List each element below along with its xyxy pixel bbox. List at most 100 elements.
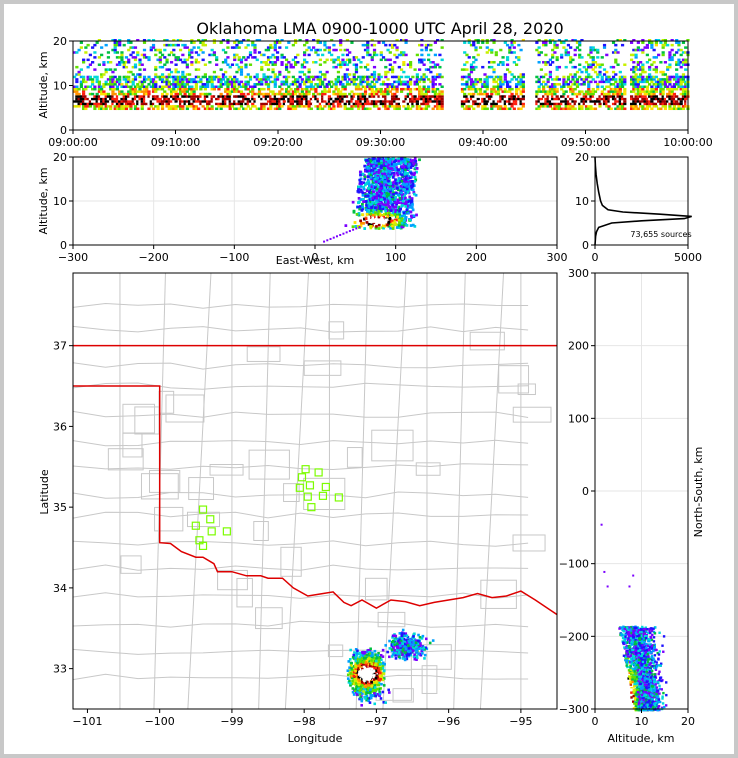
time-altitude-cell [287, 41, 291, 44]
time-altitude-cell [178, 78, 183, 81]
time-altitude-cell [178, 87, 183, 91]
time-altitude-cell [514, 97, 519, 101]
time-altitude-cell [93, 87, 97, 91]
time-altitude-cell [165, 105, 169, 108]
time-altitude-cell [546, 100, 550, 103]
time-altitude-cell [551, 87, 555, 91]
time-altitude-cell [239, 90, 244, 93]
time-altitude-cell [505, 68, 510, 71]
time-altitude-cell [208, 80, 212, 84]
time-altitude-cell [366, 83, 370, 86]
time-altitude-cell [366, 41, 370, 44]
time-altitude-cell [88, 63, 92, 66]
time-altitude-cell [634, 48, 638, 52]
time-altitude-cell [291, 90, 295, 93]
time-altitude-cell [672, 95, 677, 98]
time-altitude-cell [535, 90, 539, 93]
time-altitude-cell [478, 46, 483, 49]
time-altitude-cell [217, 95, 221, 98]
time-altitude-cell [517, 107, 521, 111]
time-altitude-cell [411, 95, 415, 98]
time-altitude-cell [221, 102, 226, 106]
time-altitude-cell [605, 78, 609, 81]
time-altitude-cell [681, 63, 686, 66]
time-altitude-cell [620, 97, 625, 101]
time-altitude-cell [501, 80, 505, 84]
time-altitude-cell [632, 80, 636, 84]
time-altitude-cell [659, 100, 663, 103]
time-altitude-cell [679, 102, 683, 106]
time-altitude-cell [440, 46, 444, 49]
time-altitude-cell [140, 53, 144, 57]
time-altitude-cell [510, 92, 514, 96]
time-altitude-cell [620, 102, 625, 106]
time-altitude-cell [548, 58, 553, 62]
time-altitude-cell [226, 46, 230, 49]
ew-altitude-cell [398, 220, 401, 223]
time-altitude-cell [185, 78, 189, 81]
time-altitude-cell [336, 102, 341, 106]
time-altitude-cell [370, 43, 374, 47]
time-altitude-cell [291, 102, 295, 106]
time-altitude-cell [632, 85, 636, 88]
time-altitude-cell [228, 83, 232, 86]
time-altitude-cell [140, 83, 144, 86]
time-altitude-cell [176, 87, 180, 91]
time-altitude-cell [174, 97, 178, 101]
time-altitude-cell [174, 85, 178, 88]
time-altitude-cell [341, 85, 345, 88]
time-altitude-cell [370, 75, 374, 79]
time-altitude-cell [440, 105, 444, 108]
time-altitude-cell [262, 78, 266, 81]
time-altitude-cell [95, 95, 99, 98]
time-altitude-cell [145, 90, 149, 93]
time-altitude-cell [305, 85, 309, 88]
time-altitude-cell [562, 85, 566, 88]
time-altitude-cell [235, 46, 239, 49]
time-altitude-cell [420, 61, 424, 64]
time-altitude-cell [420, 95, 424, 98]
time-altitude-cell [188, 73, 192, 76]
time-altitude-cell [343, 48, 347, 52]
time-altitude-cell [614, 80, 618, 84]
time-altitude-cell [95, 92, 99, 96]
time-altitude-cell [562, 90, 566, 93]
time-altitude-cell [681, 41, 686, 44]
time-altitude-cell [679, 61, 683, 64]
time-altitude-cell [494, 97, 498, 101]
time-altitude-cell [300, 78, 304, 81]
time-altitude-cell [361, 102, 365, 106]
time-altitude-cell [246, 105, 250, 108]
time-altitude-cell [578, 75, 582, 79]
time-altitude-cell [138, 90, 142, 93]
time-altitude-cell [596, 85, 600, 88]
time-altitude-cell [154, 53, 158, 57]
time-altitude-cell [436, 87, 440, 91]
time-altitude-cell [129, 87, 133, 91]
time-altitude-cell [284, 97, 289, 101]
time-altitude-cell [149, 100, 153, 103]
time-altitude-cell [140, 105, 144, 108]
time-altitude-cell [228, 80, 232, 84]
time-altitude-cell [278, 73, 282, 76]
time-altitude-cell [418, 80, 422, 84]
time-altitude-cell [616, 100, 620, 103]
time-altitude-cell [248, 90, 253, 93]
time-altitude-cell [519, 85, 523, 88]
time-altitude-cell [420, 78, 424, 81]
time-altitude-cell [82, 80, 86, 84]
time-altitude-cell [602, 87, 607, 91]
time-altitude-cell [557, 107, 562, 111]
time-altitude-cell [501, 61, 505, 64]
time-altitude-cell [654, 68, 658, 71]
time-altitude-cell [485, 102, 489, 106]
time-altitude-cell [269, 43, 273, 47]
time-altitude-cell [508, 51, 512, 54]
time-altitude-cell [325, 102, 329, 106]
time-altitude-cell [129, 102, 133, 106]
time-altitude-cell [248, 75, 253, 79]
time-altitude-cell [339, 41, 343, 44]
time-altitude-cell [551, 90, 555, 93]
time-altitude-cell [591, 46, 595, 49]
time-altitude-cell [399, 97, 404, 101]
